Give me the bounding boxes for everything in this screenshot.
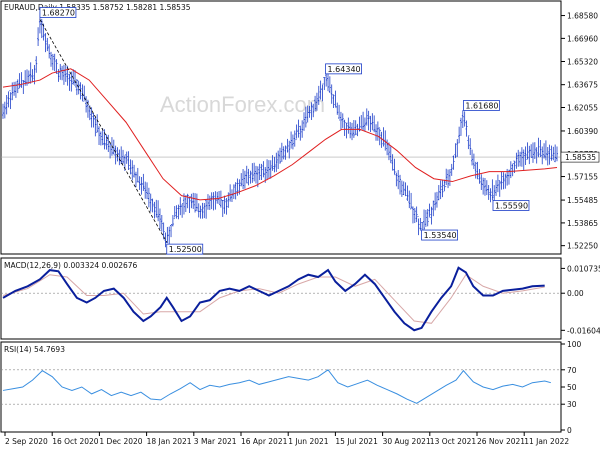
x-axis-layer: 2 Sep 2020 16 Oct 2020 1 Dec 2020 18 Jan 20… <box>4 432 569 446</box>
price-annotation-label: 1.52500 <box>169 245 202 254</box>
x-tick-label: 26 Nov 2021 <box>477 437 525 446</box>
price-annotation-label: 1.68270 <box>42 9 75 18</box>
price-annotation-box <box>492 200 530 211</box>
y-tick-label: 1.55485 <box>567 196 598 205</box>
trend-layer <box>39 19 168 243</box>
price-annotation-label: 1.53540 <box>424 231 457 240</box>
macd-layer <box>2 266 545 332</box>
price-annotation-box <box>39 7 77 18</box>
y-tick-label: 1.62055 <box>567 103 598 112</box>
main-header: EURAUD,Daily 1.58335 1.58752 1.58281 1.5… <box>4 3 191 12</box>
x-tick-label: 16 Oct 2020 <box>52 437 99 446</box>
price-annotation-box <box>421 229 458 241</box>
macd-panel <box>0 257 562 340</box>
price-annotation-box <box>166 243 204 255</box>
x-tick-label: 18 Jan 2021 <box>147 437 192 446</box>
last-price-box <box>560 151 600 163</box>
x-tick-label: 3 Mar 2021 <box>194 437 237 446</box>
price-annotation-box <box>463 100 500 111</box>
annotation-layer: 1.68270 1.52500 1.64340 1.61680 1.55590 1.535… <box>39 7 530 255</box>
macd-y-tick-label: -0.016046 <box>567 326 600 335</box>
macd-header: MACD(12,26,9) 0.003324 0.002676 <box>4 261 138 270</box>
x-tick-label: 13 Oct 2021 <box>430 437 477 446</box>
ma-layer <box>2 68 558 201</box>
rsi-y-tick-label: 30 <box>567 400 577 409</box>
moving-average-line <box>2 68 558 201</box>
price-annotation-label: 1.61680 <box>465 102 498 111</box>
trend-line <box>39 19 168 243</box>
main-panel <box>0 0 562 255</box>
macd-y-tick-label: 0.00 <box>567 289 584 298</box>
watermark: ActionForex.com <box>160 92 325 117</box>
x-tick-label: 15 Jul 2021 <box>335 437 378 446</box>
rsi-line <box>2 369 551 404</box>
y-tick-label: 1.68580 <box>567 12 598 21</box>
y-tick-label: 1.53865 <box>567 219 598 228</box>
x-tick-label: 2 Sep 2020 <box>5 437 48 446</box>
rsi-y-tick-label: 50 <box>567 383 577 392</box>
price-annotation-label: 1.55590 <box>495 201 528 210</box>
price-annotation-label: 1.64340 <box>328 65 361 74</box>
x-tick-label: 1 Jun 2021 <box>288 437 329 446</box>
rsi-panel <box>0 341 562 433</box>
price-layer <box>2 12 558 248</box>
y-tick-label: 1.65320 <box>567 57 598 66</box>
x-tick-label: 11 Jan 2022 <box>524 437 569 446</box>
rsi-y-tick-label: 100 <box>567 340 582 349</box>
y-tick-label: 1.57155 <box>567 173 598 182</box>
rsi-header: RSI(14) 54.7693 <box>4 345 65 354</box>
y-tick-label: 1.66960 <box>567 34 598 43</box>
x-tick-label: 1 Dec 2020 <box>99 437 142 446</box>
y-tick-label: 1.60390 <box>567 127 598 136</box>
rsi-y-tick-label: 70 <box>567 366 577 375</box>
y-tick-label: 1.52250 <box>567 242 598 251</box>
last-price-label: 1.58535 <box>565 153 596 162</box>
x-tick-label: 16 Apr 2021 <box>241 437 288 446</box>
y-axis-layer: 1.68580 1.66960 1.65320 1.63675 1.62055 1.603… <box>560 12 600 435</box>
y-tick-label: 1.63675 <box>567 81 598 90</box>
x-tick-label: 30 Aug 2021 <box>383 437 431 446</box>
rsi-y-tick-label: 0 <box>567 426 572 435</box>
macd-line <box>2 266 545 332</box>
macd-signal-line <box>2 274 545 324</box>
rsi-layer <box>2 369 551 404</box>
grid-layer <box>1 156 561 405</box>
macd-y-tick-label: 0.010735 <box>567 264 600 273</box>
price-annotation-box <box>325 63 362 75</box>
